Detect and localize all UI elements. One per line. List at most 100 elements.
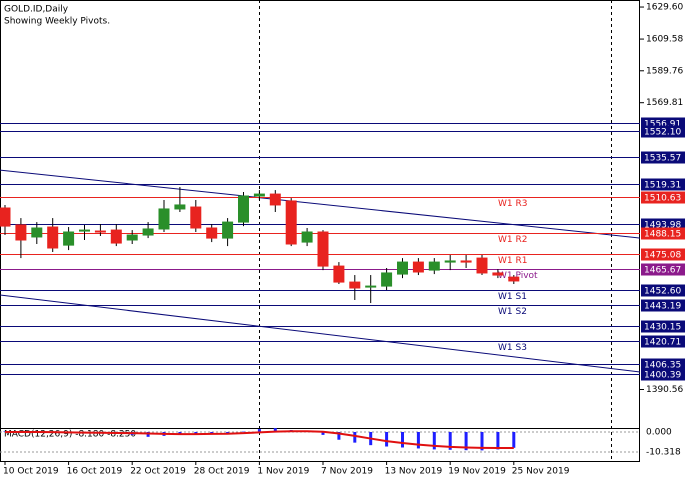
candle-body: [365, 285, 377, 288]
price-label-box: [641, 248, 685, 261]
macd-bar: [321, 431, 325, 435]
candle-body: [444, 260, 456, 263]
plot-frame: [0, 0, 640, 462]
price-label-box: [641, 284, 685, 297]
x-tick-label: 22 Oct 2019: [130, 467, 186, 477]
candle-body: [460, 260, 472, 263]
y-tick-label: 1390.56: [646, 385, 683, 395]
candle-body: [269, 193, 281, 206]
candle-body: [397, 261, 408, 275]
trendline: [0, 294, 641, 373]
y-tick-label: 1609.58: [646, 35, 683, 45]
candle-body: [476, 257, 488, 274]
price-label-box: [641, 263, 685, 276]
signal-line: [5, 430, 514, 450]
price-label: 1510.63: [644, 194, 681, 204]
price-label: 1406.35: [644, 361, 681, 371]
price-label-box: [641, 358, 685, 371]
price-label: 1535.57: [644, 154, 681, 164]
price-label-box: [641, 191, 685, 204]
price-label-box: [641, 368, 685, 381]
macd-bar: [337, 431, 341, 440]
pivot-name: W1 R1: [498, 256, 527, 266]
x-tick-label: 13 Nov 2019: [385, 467, 443, 477]
candle-body: [238, 195, 249, 223]
x-tick-label: 7 Nov 2019: [321, 467, 373, 477]
price-label: 1493.98: [644, 221, 681, 231]
candle-body: [94, 230, 106, 233]
macd-bar: [448, 431, 452, 450]
price-label-box: [641, 125, 685, 138]
macd-tick-label: 0.000: [646, 427, 672, 437]
macd-bar: [480, 431, 484, 451]
macd-tick-label: -10.318: [646, 447, 681, 457]
pivot-name: W1 S3: [498, 343, 527, 353]
macd-bar: [385, 431, 389, 447]
macd-bar: [242, 431, 245, 433]
candle-body: [253, 193, 265, 197]
price-label-box: [641, 227, 685, 240]
candle-body: [412, 261, 424, 273]
macd-bar: [496, 431, 500, 450]
price-label: 1465.67: [644, 266, 681, 276]
candle-body: [492, 272, 504, 276]
candle-body: [301, 231, 313, 243]
macd-bar: [416, 431, 420, 449]
price-label-box: [641, 151, 685, 164]
candle-body: [190, 206, 202, 229]
x-tick-label: 19 Nov 2019: [448, 467, 506, 477]
candle-body: [15, 224, 27, 241]
x-tick-label: 28 Oct 2019: [194, 467, 250, 477]
price-label: 1430.15: [644, 323, 681, 333]
macd-bar: [401, 431, 404, 448]
macd-bar: [353, 431, 357, 443]
candle-body: [63, 231, 75, 246]
price-label: 1420.71: [644, 338, 681, 348]
trendline: [0, 169, 641, 239]
indicator-note: Showing Weekly Pivots.: [4, 17, 110, 27]
price-label: 1488.15: [644, 230, 681, 240]
candle-body: [206, 227, 218, 239]
candle-body: [47, 226, 59, 249]
y-tick-label: 1569.81: [646, 98, 683, 108]
x-tick-label: 16 Oct 2019: [67, 467, 123, 477]
pivot-name: W1 S2: [498, 307, 527, 317]
x-tick-label: 1 Nov 2019: [257, 467, 309, 477]
macd-bar: [512, 431, 516, 448]
candle-body: [508, 276, 520, 282]
price-label: 1452.60: [644, 287, 681, 297]
pivot-name: W1 R3: [498, 199, 527, 209]
pivot-name: W1 R2: [498, 235, 527, 245]
macd-bar: [273, 428, 277, 432]
y-tick-label: 1629.60: [646, 3, 683, 13]
candle-body: [349, 281, 361, 289]
price-label-box: [641, 335, 685, 348]
pivot-name: W1 Pivot: [498, 271, 538, 281]
candle-body: [31, 227, 43, 238]
x-tick-label: 10 Oct 2019: [3, 467, 59, 477]
macd-title: MACD(12,26,9) -8.180 -8.250: [4, 430, 136, 440]
candle-body: [79, 229, 90, 232]
macd-bar: [257, 429, 261, 432]
candle-body: [222, 221, 234, 239]
price-label: 1552.10: [644, 128, 681, 138]
price-label-box: [641, 299, 685, 312]
price-label: 1475.08: [644, 251, 681, 261]
price-label: 1443.19: [644, 302, 681, 312]
price-label-box: [641, 178, 685, 191]
candle-body: [381, 272, 393, 287]
x-tick-label: 25 Nov 2019: [512, 467, 570, 477]
macd-bar: [194, 431, 198, 434]
symbol-title: GOLD.ID,Daily: [4, 5, 69, 15]
price-label-box: [641, 320, 685, 333]
price-label: 1400.39: [644, 371, 681, 381]
price-label: 1519.31: [644, 181, 681, 191]
price-label: 1556.91: [644, 120, 681, 130]
y-tick-label: 1589.76: [646, 66, 683, 76]
candle-body: [0, 207, 11, 227]
candle-body: [174, 204, 186, 210]
candle-body: [158, 208, 170, 230]
candle-body: [333, 265, 345, 283]
candle-body: [428, 261, 440, 271]
